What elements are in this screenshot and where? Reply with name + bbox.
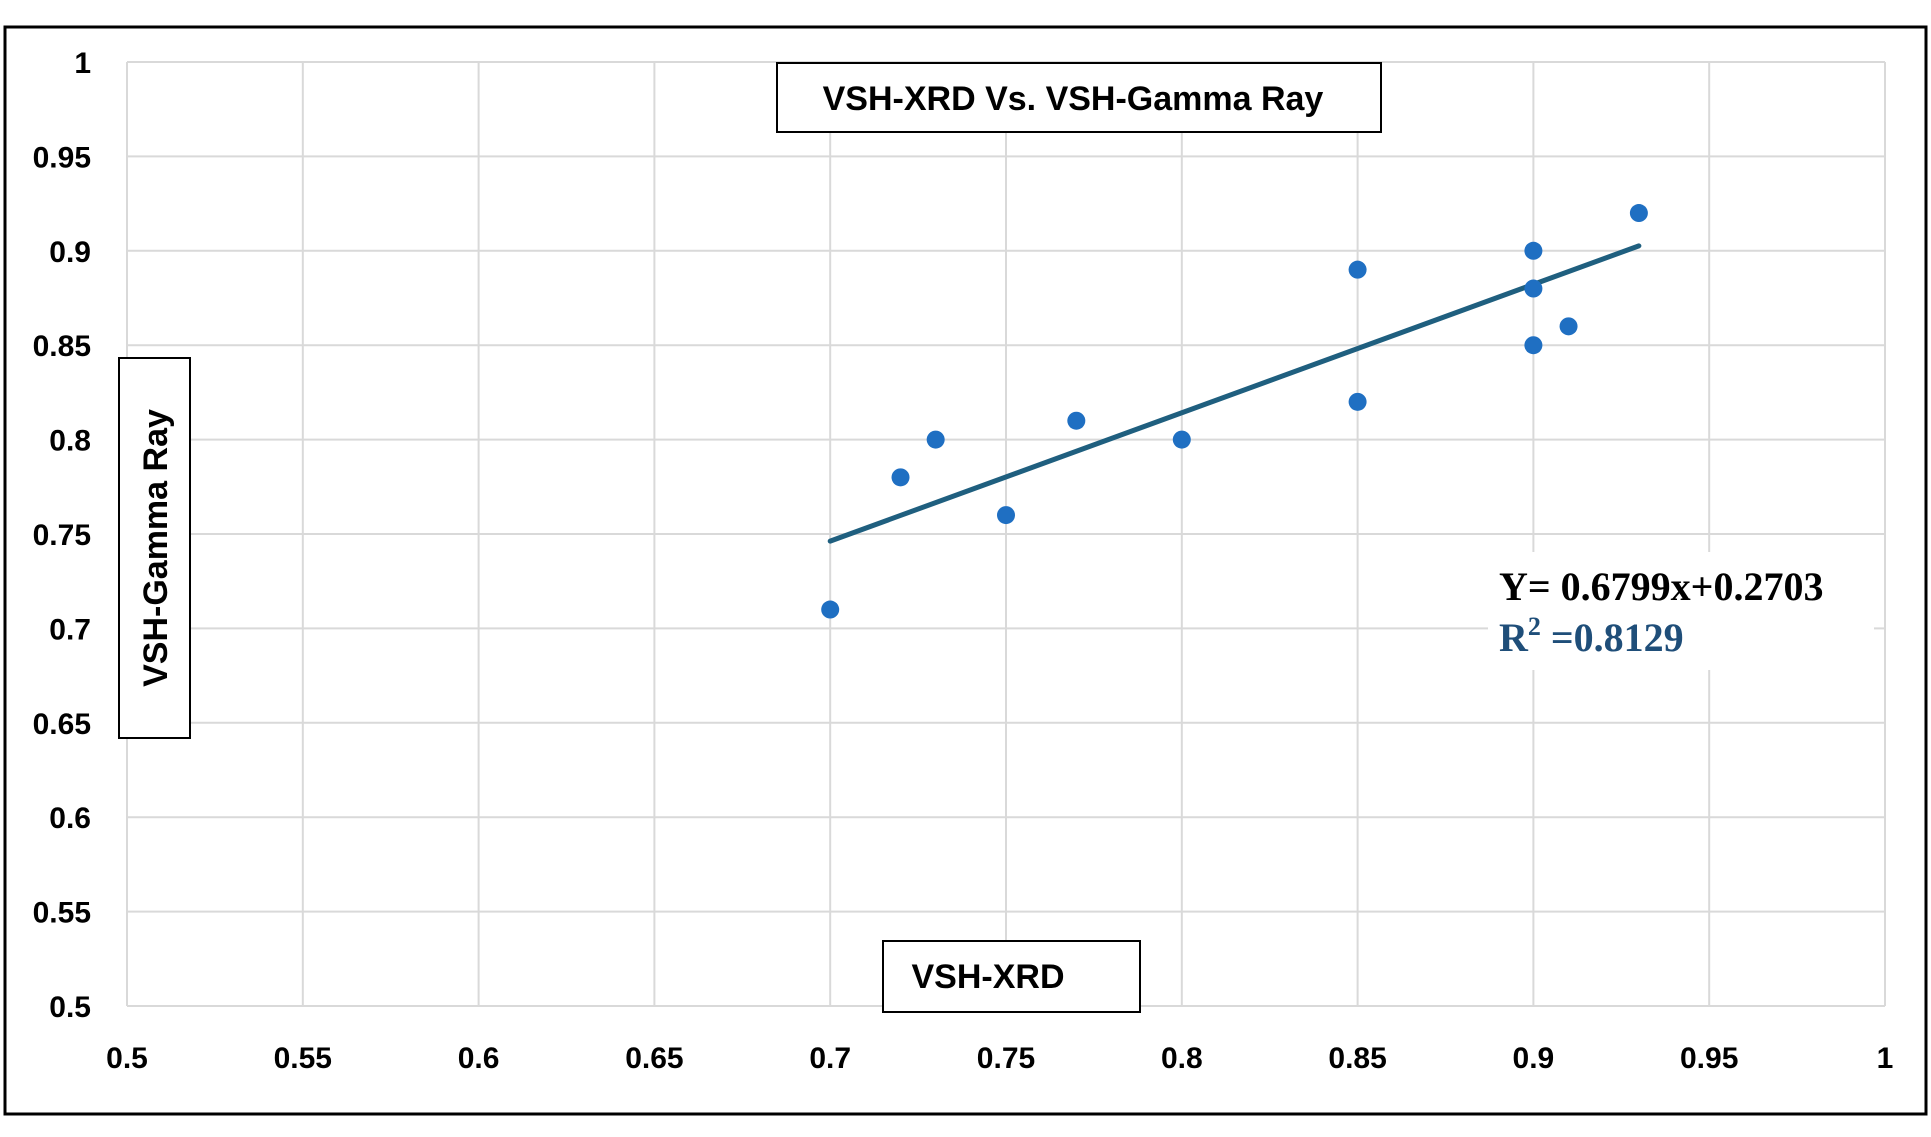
data-point [1348,260,1367,279]
x-tick-label: 0.65 [625,1042,683,1075]
x-tick-label: 0.95 [1680,1042,1738,1075]
x-tick-label: 0.55 [274,1042,332,1075]
r-squared-value: =0.8129 [1541,615,1684,660]
data-point [1348,392,1367,411]
y-tick-label: 0.55 [33,897,91,930]
chart-title: VSH-XRD Vs. VSH-Gamma Ray [823,80,1324,118]
data-point [1067,411,1086,430]
y-tick-label: 0.5 [49,991,91,1024]
data-point [821,600,840,619]
y-tick-label: 0.75 [33,519,91,552]
data-point [1172,430,1191,449]
trendline-layer [827,243,1642,544]
data-point [1524,336,1543,355]
x-tick-label: 0.75 [977,1042,1035,1075]
y-tick-label: 0.65 [33,708,91,741]
y-axis-label-box: VSH-Gamma Ray [118,357,191,739]
data-point [1559,317,1578,336]
data-point [926,430,945,449]
x-tick-label: 1 [1877,1042,1894,1075]
y-tick-label: 0.8 [49,425,91,458]
regression-annotation: Y= 0.6799x+0.2703 R2 =0.8129 [1488,552,1874,670]
data-points [821,204,1648,619]
y-axis-label: VSH-Gamma Ray [137,409,175,687]
y-tick-label: 1 [74,47,91,80]
data-point [1524,241,1543,260]
y-tick-label: 0.6 [49,802,91,835]
x-tick-label: 0.7 [809,1042,851,1075]
trendline [827,243,1642,544]
tick-labels: 0.5 0.55 0.6 0.65 0.7 0.75 0.8 0.85 0.9 0.95 1 0.5 0… [33,47,1894,1075]
x-axis-label: VSH-XRD [911,958,1064,996]
data-point [997,506,1015,525]
regression-equation: Y= 0.6799x+0.2703 [1499,564,1823,609]
y-tick-label: 0.9 [49,236,91,269]
x-tick-label: 0.5 [106,1042,148,1075]
x-axis-label-box: VSH-XRD [882,940,1141,1013]
r-squared-prefix: R [1499,615,1529,660]
y-tick-label: 0.95 [33,141,91,174]
data-point [1629,204,1648,223]
x-tick-label: 0.9 [1513,1042,1555,1075]
r-squared-superscript: 2 [1528,612,1541,641]
x-tick-label: 0.8 [1161,1042,1203,1075]
y-tick-label: 0.85 [33,330,91,363]
x-tick-label: 0.85 [1328,1042,1386,1075]
r-squared-text: R2 =0.8129 [1499,612,1684,660]
title-box: VSH-XRD Vs. VSH-Gamma Ray [776,62,1382,133]
y-tick-label: 0.7 [49,613,91,646]
x-tick-label: 0.6 [458,1042,500,1075]
data-point [1524,279,1543,298]
data-point [891,468,910,487]
